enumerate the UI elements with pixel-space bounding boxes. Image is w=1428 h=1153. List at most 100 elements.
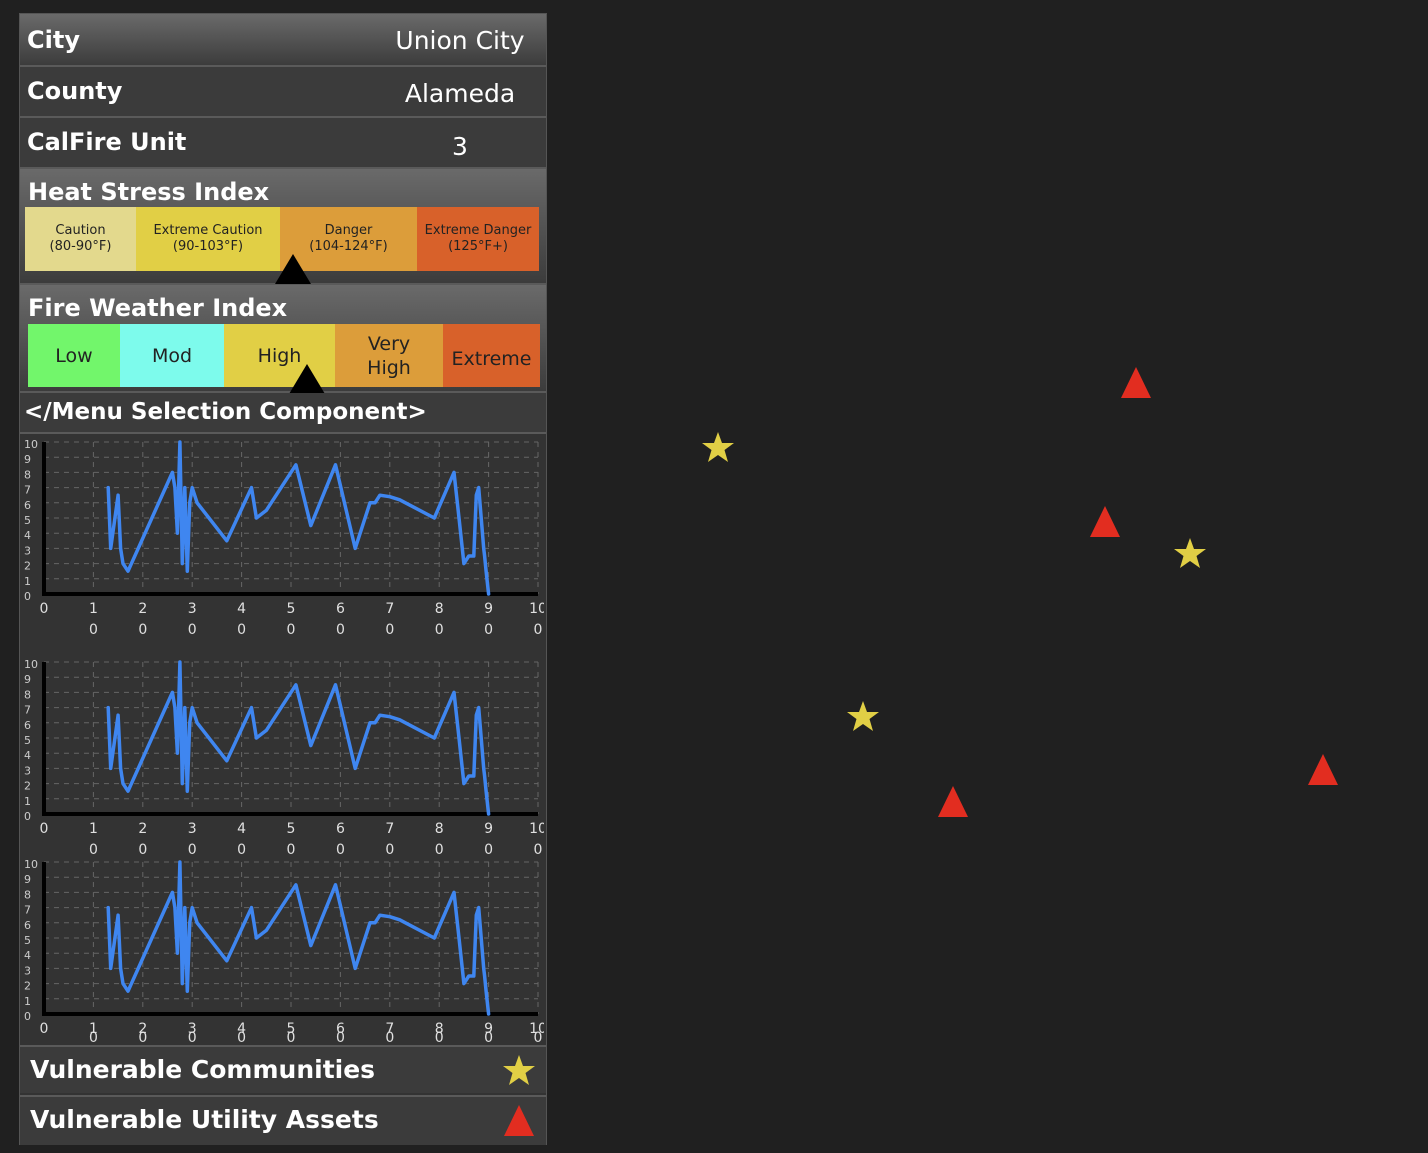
legend-assets-row[interactable]: Vulnerable Utility Assets <box>20 1095 546 1145</box>
x-tick-label: 4 <box>237 601 246 617</box>
y-tick-label: 0 <box>24 1010 31 1023</box>
x-tick-label: 6 <box>336 1021 345 1037</box>
heat-stress-section: Heat Stress Index Caution (80-90°F) Extr… <box>20 169 546 285</box>
y-tick-label: 9 <box>24 453 31 466</box>
x-tick-label: 8 <box>435 821 444 837</box>
y-tick-label: 6 <box>24 719 31 732</box>
x-tick-label: 8 <box>435 1021 444 1037</box>
y-tick-label: 8 <box>24 688 31 701</box>
asset-triangle-icon[interactable] <box>937 784 969 818</box>
legend-assets-label: Vulnerable Utility Assets <box>30 1105 379 1134</box>
y-tick-label: 0 <box>24 590 31 603</box>
heat-extreme-danger-label: Extreme Danger <box>424 223 532 238</box>
y-tick-label: 3 <box>24 544 31 557</box>
fire-very-high-label: Very High <box>367 332 411 379</box>
x-tick-label: 0 <box>534 842 543 858</box>
fire-extreme-label: Extreme <box>451 347 532 370</box>
fire-mod-segment: Mod <box>120 324 224 387</box>
county-value: Alameda <box>404 79 516 108</box>
city-label: City <box>27 26 80 54</box>
x-tick-label: 0 <box>287 622 296 638</box>
x-tick-label: 0 <box>188 622 197 638</box>
asset-triangle-icon[interactable] <box>1089 504 1121 538</box>
fire-weather-scale: Low Mod High Very High Extreme <box>28 324 540 387</box>
x-tick-label: 0 <box>534 622 543 638</box>
series-line <box>106 440 491 596</box>
heat-extreme-caution-range: (90-103°F) <box>172 239 244 254</box>
x-tick-label: 0 <box>89 1030 98 1044</box>
y-tick-label: 7 <box>24 704 31 717</box>
heat-caution-label: Caution <box>55 223 106 238</box>
fire-low-segment: Low <box>28 324 120 387</box>
x-tick-label: 10 <box>529 601 544 617</box>
y-tick-label: 4 <box>24 529 31 542</box>
star-icon <box>503 1055 535 1085</box>
x-tick-label: 0 <box>237 1030 246 1044</box>
x-tick-label: 0 <box>435 622 444 638</box>
community-star-icon[interactable] <box>846 699 880 733</box>
y-tick-label: 1 <box>24 795 31 808</box>
fire-weather-section: Fire Weather Index Low Mod High Very Hig… <box>20 285 546 394</box>
y-tick-label: 1 <box>24 995 31 1008</box>
x-tick-label: 9 <box>484 601 493 617</box>
x-tick-label: 0 <box>89 622 98 638</box>
legend-communities-row[interactable]: Vulnerable Communities <box>20 1045 546 1093</box>
x-tick-label: 0 <box>336 1030 345 1044</box>
community-star-icon[interactable] <box>701 430 735 464</box>
x-tick-label: 0 <box>484 622 493 638</box>
x-tick-label: 0 <box>188 1030 197 1044</box>
asset-triangle-icon[interactable] <box>1120 365 1152 399</box>
x-tick-label: 6 <box>336 821 345 837</box>
y-tick-label: 3 <box>24 964 31 977</box>
x-tick-label: 2 <box>138 821 147 837</box>
community-star-icon[interactable] <box>1173 536 1207 570</box>
x-tick-label: 4 <box>237 821 246 837</box>
x-tick-label: 0 <box>385 842 394 858</box>
y-tick-label: 10 <box>24 658 38 671</box>
y-tick-label: 7 <box>24 484 31 497</box>
x-tick-label: 0 <box>237 622 246 638</box>
x-tick-label: 0 <box>385 1030 394 1044</box>
x-tick-label: 1 <box>89 601 98 617</box>
y-tick-label: 8 <box>24 468 31 481</box>
x-tick-label: 5 <box>287 1021 296 1037</box>
menu-selection-row[interactable]: </Menu Selection Component> <box>20 393 546 434</box>
heat-stress-title: Heat Stress Index <box>28 178 270 206</box>
y-tick-label: 10 <box>24 858 38 871</box>
fire-weather-indicator-icon <box>289 364 325 394</box>
x-tick-label: 6 <box>336 601 345 617</box>
x-tick-label: 0 <box>336 622 345 638</box>
y-tick-label: 4 <box>24 949 31 962</box>
heat-extreme-caution-label: Extreme Caution <box>153 223 263 238</box>
county-label: County <box>27 77 123 105</box>
x-tick-label: 0 <box>138 1030 147 1044</box>
x-tick-label: 0 <box>336 842 345 858</box>
fire-high-label: High <box>257 344 302 367</box>
triangle-icon <box>504 1105 534 1136</box>
heat-extreme-caution-segment: Extreme Caution (90-103°F) <box>136 207 280 271</box>
y-tick-label: 2 <box>24 560 31 573</box>
fire-extreme-segment: Extreme <box>443 324 540 387</box>
chart-1: 10 9 8 7 6 5 4 3 2 1 0 0 1 0 2 0 3 0 4 0 5 0 6 0 7 0 8 0 9 0 10 0 <box>22 434 544 639</box>
city-value: Union City <box>395 26 525 55</box>
x-tick-label: 0 <box>40 821 49 837</box>
asset-triangle-icon[interactable] <box>1307 752 1339 786</box>
x-tick-label: 10 <box>529 821 544 837</box>
x-tick-label: 2 <box>138 1021 147 1037</box>
x-tick-label: 1 <box>89 1021 98 1037</box>
heat-extreme-danger-range: (125°F+) <box>448 239 508 254</box>
y-tick-label: 8 <box>24 888 31 901</box>
chart-3: 10 9 8 7 6 5 4 3 2 1 0 0 1 0 2 0 3 0 4 0 5 0 6 0 7 0 8 0 9 0 10 0 <box>22 854 544 1044</box>
y-tick-label: 4 <box>24 749 31 762</box>
fire-mod-label: Mod <box>151 344 193 367</box>
y-tick-label: 10 <box>24 438 38 451</box>
heat-caution-range: (80-90°F) <box>49 239 112 254</box>
x-tick-label: 3 <box>188 601 197 617</box>
county-row: County Alameda <box>20 67 546 118</box>
y-tick-label: 2 <box>24 980 31 993</box>
menu-selection-title[interactable]: </Menu Selection Component> <box>24 399 427 425</box>
x-tick-label: 0 <box>435 1030 444 1044</box>
y-tick-label: 5 <box>24 934 31 947</box>
